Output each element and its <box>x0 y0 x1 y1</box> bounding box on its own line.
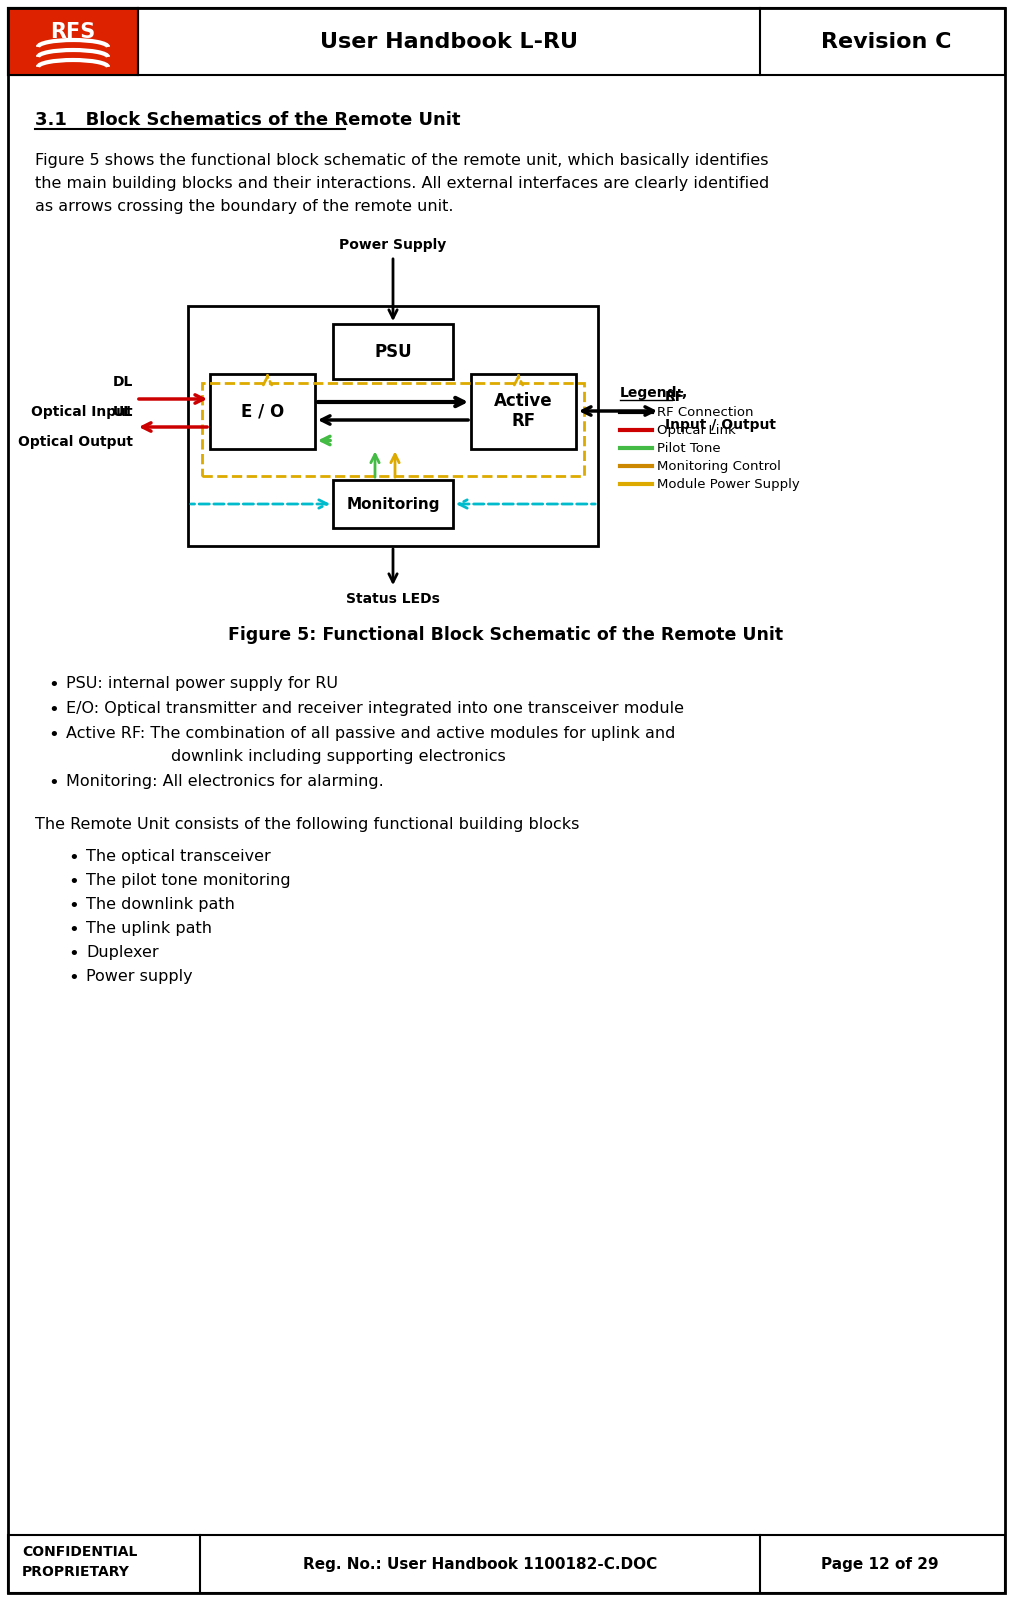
Text: The downlink path: The downlink path <box>86 897 235 913</box>
Text: Figure 5 shows the functional block schematic of the remote unit, which basicall: Figure 5 shows the functional block sche… <box>35 154 769 168</box>
Text: •: • <box>68 849 79 868</box>
Text: RF Connection: RF Connection <box>657 405 754 418</box>
Text: downlink including supporting electronics: downlink including supporting electronic… <box>130 749 505 764</box>
Bar <box>202 383 585 475</box>
Text: Active RF: The combination of all passive and active modules for uplink and: Active RF: The combination of all passiv… <box>66 725 676 741</box>
Text: CONFIDENTIAL: CONFIDENTIAL <box>22 1545 138 1559</box>
Text: RF: RF <box>665 391 685 403</box>
Bar <box>333 323 453 379</box>
Text: PROPRIETARY: PROPRIETARY <box>22 1566 130 1579</box>
Bar <box>8 8 138 75</box>
Text: •: • <box>68 921 79 940</box>
Text: Optical Output: Optical Output <box>18 419 133 450</box>
Text: The Remote Unit consists of the following functional building blocks: The Remote Unit consists of the followin… <box>35 817 579 833</box>
Text: Module Power Supply: Module Power Supply <box>657 477 799 490</box>
Text: PSU: internal power supply for RU: PSU: internal power supply for RU <box>66 676 338 692</box>
Text: The pilot tone monitoring: The pilot tone monitoring <box>86 873 291 889</box>
Text: Optical Link: Optical Link <box>657 424 735 437</box>
Text: Pilot Tone: Pilot Tone <box>657 442 720 455</box>
Text: Monitoring Control: Monitoring Control <box>657 459 781 472</box>
Text: The optical transceiver: The optical transceiver <box>86 849 270 865</box>
Text: Figure 5: Functional Block Schematic of the Remote Unit: Figure 5: Functional Block Schematic of … <box>229 626 784 644</box>
Text: Monitoring: All electronics for alarming.: Monitoring: All electronics for alarming… <box>66 773 384 789</box>
Text: UL: UL <box>112 405 133 419</box>
Text: Power Supply: Power Supply <box>339 239 447 251</box>
Text: Optical Input: Optical Input <box>31 389 133 419</box>
Text: DL: DL <box>112 375 133 389</box>
Bar <box>8 8 1005 75</box>
Text: Reg. No.: User Handbook 1100182-C.DOC: Reg. No.: User Handbook 1100182-C.DOC <box>303 1556 657 1572</box>
Text: Active
RF: Active RF <box>494 392 553 431</box>
Text: •: • <box>48 773 59 792</box>
Text: User Handbook L-RU: User Handbook L-RU <box>320 32 578 51</box>
Text: Input / Output: Input / Output <box>665 418 776 432</box>
Text: as arrows crossing the boundary of the remote unit.: as arrows crossing the boundary of the r… <box>35 199 454 215</box>
Text: •: • <box>48 725 59 744</box>
Bar <box>188 306 598 546</box>
Text: E / O: E / O <box>241 402 284 419</box>
Bar <box>333 480 453 528</box>
Text: •: • <box>48 676 59 693</box>
Text: E/O: Optical transmitter and receiver integrated into one transceiver module: E/O: Optical transmitter and receiver in… <box>66 701 684 716</box>
Bar <box>210 373 315 448</box>
Text: Revision C: Revision C <box>821 32 951 51</box>
Text: Legend:,: Legend:, <box>620 386 688 400</box>
Text: Duplexer: Duplexer <box>86 945 159 961</box>
Text: •: • <box>68 969 79 986</box>
Text: •: • <box>68 897 79 916</box>
Text: RFS: RFS <box>51 21 95 42</box>
Text: Status LEDs: Status LEDs <box>346 592 440 607</box>
Text: •: • <box>68 873 79 892</box>
Text: Power supply: Power supply <box>86 969 192 985</box>
Bar <box>471 373 576 448</box>
Text: •: • <box>68 945 79 962</box>
Text: the main building blocks and their interactions. All external interfaces are cle: the main building blocks and their inter… <box>35 176 769 191</box>
Text: •: • <box>48 701 59 719</box>
Text: The uplink path: The uplink path <box>86 921 212 937</box>
Text: PSU: PSU <box>374 343 412 360</box>
Text: 3.1   Block Schematics of the Remote Unit: 3.1 Block Schematics of the Remote Unit <box>35 110 461 130</box>
Text: Page 12 of 29: Page 12 of 29 <box>822 1556 939 1572</box>
Bar <box>8 1535 1005 1593</box>
Text: Monitoring: Monitoring <box>346 496 440 511</box>
